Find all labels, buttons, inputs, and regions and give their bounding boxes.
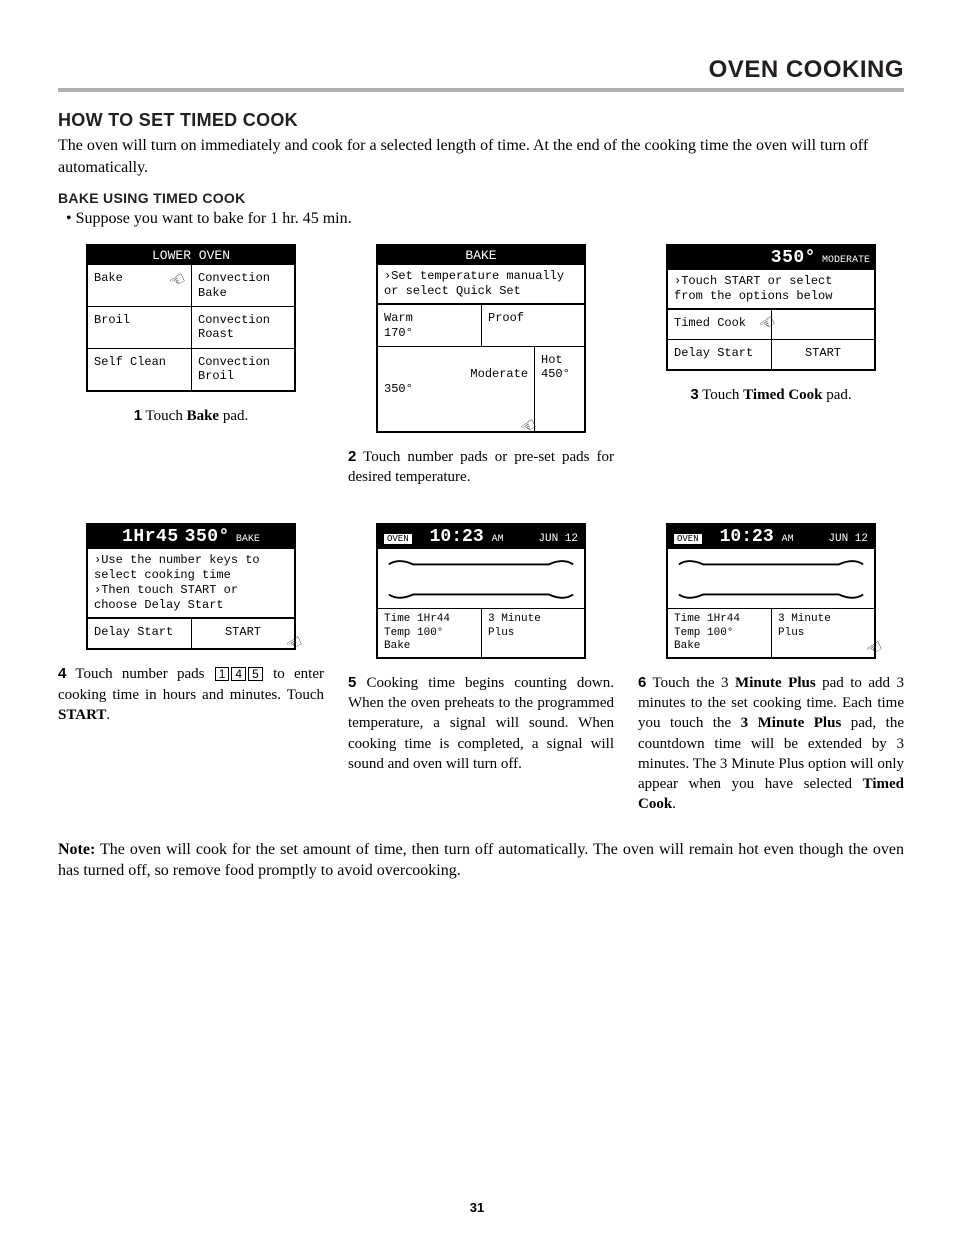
bullet-text: Suppose you want to bake for 1 hr. 45 mi… [66, 210, 904, 228]
caption-text: pad. [219, 408, 248, 424]
oven-badge: OVEN [384, 534, 412, 544]
lcd3-cell-timedcook[interactable]: Timed Cook ☜ [668, 309, 771, 339]
lcd1-cell-bake[interactable]: Bake ☜ [88, 265, 191, 306]
lcd3-header-right: MODERATE [822, 255, 870, 266]
page-number: 31 [0, 1200, 954, 1215]
divider [58, 88, 904, 92]
lcd-panel-6: OVEN 10:23 AM JUN 12 Time 1Hr44 Temp 100… [666, 523, 876, 659]
lcd-panel-2: BAKE ›Set temperature manually or select… [376, 244, 586, 433]
caption-3: 3 Touch Timed Cook pad. [638, 385, 904, 405]
pointer-icon: ☜ [166, 268, 191, 297]
subheading: BAKE USING TIMED COOK [58, 190, 904, 206]
lcd4-cell[interactable]: Delay Start [88, 618, 191, 648]
caption-2: 2 Touch number pads or pre-set pads for … [348, 447, 614, 488]
caption-text: . [672, 796, 676, 812]
caption-text: Touch number pads [66, 666, 213, 682]
lcd1-cell[interactable]: Broil [88, 306, 191, 348]
lcd2-cell[interactable]: Hot 450° [534, 346, 584, 431]
lcd6-ampm: AM [782, 534, 794, 545]
lcd1-cell[interactable]: Self Clean [88, 348, 191, 390]
caption-bold: Timed Cook [743, 387, 822, 403]
lcd4-prompt: ›Use the number keys to select cooking t… [88, 549, 294, 618]
lcd1-cell[interactable]: Convection Bake [191, 265, 294, 306]
caption-bold: Minute Plus [735, 675, 816, 691]
lcd5-date: JUN 12 [538, 533, 578, 545]
lcd4-label: START [225, 625, 261, 639]
lcd3-cell[interactable]: START [771, 339, 874, 369]
caption-bold: Bake [187, 408, 220, 424]
caption-text: Touch number pads or pre-set pads for de… [348, 449, 614, 485]
note-paragraph: Note: The oven will cook for the set amo… [58, 839, 904, 882]
lcd5-ampm: AM [492, 534, 504, 545]
pointer-icon: ☜ [283, 630, 308, 659]
lcd3-cell[interactable]: Delay Start [668, 339, 771, 369]
lcd6-time: 10:23 [720, 527, 774, 547]
lcd4-cell-start[interactable]: START ☜ [191, 618, 294, 648]
lcd5-time: 10:23 [430, 527, 484, 547]
lcd4-header-right: BAKE [236, 534, 260, 545]
caption-text: Touch [142, 408, 187, 424]
caption-text: pad. [823, 387, 852, 403]
caption-text: Touch [699, 387, 744, 403]
lcd6-date: JUN 12 [828, 533, 868, 545]
step-number: 1 [134, 407, 142, 424]
lcd6-label: 3 Minute Plus [778, 613, 831, 638]
caption-5: 5 Cooking time begins counting down. Whe… [348, 673, 614, 774]
note-label: Note: [58, 841, 95, 858]
caption-1: 1 Touch Bake pad. [58, 406, 324, 426]
caption-text: . [106, 707, 110, 723]
lcd-panel-3: 350° MODERATE ›Touch START or select fro… [666, 244, 876, 371]
caption-4: 4 Touch number pads 145 to enter cooking… [58, 664, 324, 725]
lcd1-header: LOWER OVEN [152, 248, 230, 263]
note-text: The oven will cook for the set amount of… [58, 841, 904, 880]
lcd-panel-4: 1Hr45 350° BAKE ›Use the number keys to … [86, 523, 296, 650]
lcd6-info-right[interactable]: 3 Minute Plus ☜ [771, 609, 874, 657]
progress-graph [378, 549, 584, 609]
caption-6: 6 Touch the 3 Minute Plus pad to add 3 m… [638, 673, 904, 815]
lcd2-cell[interactable]: Proof [481, 304, 584, 346]
caption-bold: START [58, 707, 106, 723]
keycap: 4 [231, 667, 246, 681]
pointer-icon: ☜ [863, 635, 888, 664]
keycap: 1 [215, 667, 230, 681]
lcd6-info-left: Time 1Hr44 Temp 100° Bake [668, 609, 771, 657]
lcd3-temp: 350° [771, 248, 816, 268]
lcd3-prompt: ›Touch START or select from the options … [668, 270, 874, 309]
lcd2-cell-moderate[interactable]: Moderate 350° ☜ [378, 346, 534, 431]
lcd1-cell[interactable]: Convection Broil [191, 348, 294, 390]
lcd3-label: Timed Cook [674, 316, 746, 330]
category-title: OVEN COOKING [58, 56, 904, 84]
lcd1-label: Bake [94, 271, 123, 285]
caption-text: Cooking time begins counting down. When … [348, 675, 614, 772]
intro-text: The oven will turn on immediately and co… [58, 135, 904, 178]
caption-bold: 3 Minute Plus [741, 715, 842, 731]
lcd-panel-5: OVEN 10:23 AM JUN 12 Time 1Hr44 Temp 100… [376, 523, 586, 659]
lcd2-label: Moderate 350° [384, 367, 528, 395]
lcd3-cell[interactable] [771, 309, 874, 339]
lcd1-cell[interactable]: Convection Roast [191, 306, 294, 348]
section-title: HOW TO SET TIMED COOK [58, 110, 904, 131]
progress-graph [668, 549, 874, 609]
lcd4-header-mid: 350° [185, 527, 230, 547]
caption-text: Touch the 3 [646, 675, 735, 691]
lcd2-prompt: ›Set temperature manually or select Quic… [378, 265, 584, 304]
lcd4-header-left: 1Hr45 [122, 527, 179, 547]
lcd5-info-left: Time 1Hr44 Temp 100° Bake [378, 609, 481, 657]
lcd2-cell[interactable]: Warm 170° [378, 304, 481, 346]
lcd-panel-1: LOWER OVEN Bake ☜ Convection Bake Broil … [86, 244, 296, 391]
keycap: 5 [248, 667, 263, 681]
lcd5-info-right[interactable]: 3 Minute Plus [481, 609, 584, 657]
step-number: 3 [690, 386, 698, 403]
lcd5-label: 3 Minute Plus [488, 613, 541, 638]
oven-badge: OVEN [674, 534, 702, 544]
lcd2-header: BAKE [465, 248, 496, 263]
